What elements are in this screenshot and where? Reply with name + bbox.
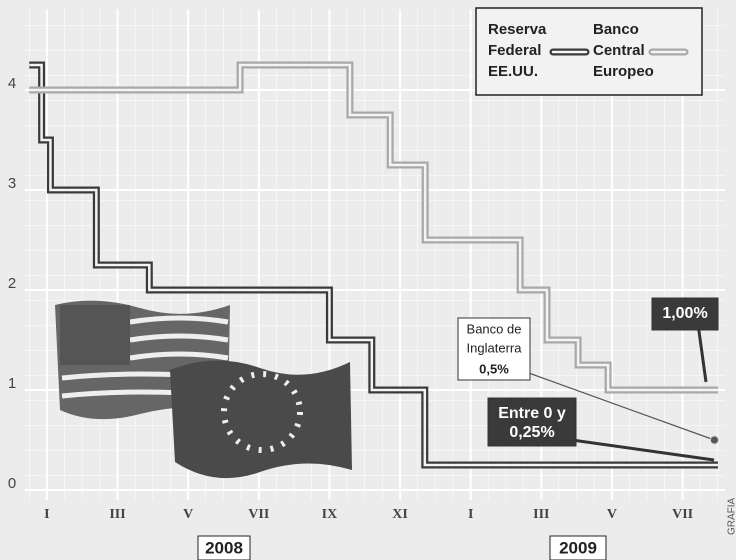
annotation-text: 0,25% [509, 424, 554, 441]
annotation-text: 1,00% [662, 305, 707, 322]
annotation-text: Inglaterra [467, 340, 523, 355]
x-tick-label: VII [248, 507, 269, 522]
x-tick-label: V [183, 507, 193, 522]
x-tick-label: III [533, 507, 549, 522]
us-canton [60, 305, 130, 365]
credit: GRAFIA [727, 497, 736, 535]
y-tick-label: 0 [8, 475, 16, 492]
x-tick-label: VII [672, 507, 693, 522]
annotation-text: Entre 0 y [498, 405, 566, 422]
x-tick-label: XI [392, 507, 408, 522]
x-tick-label: IX [322, 507, 338, 522]
y-tick-label: 3 [8, 175, 16, 192]
point [710, 436, 718, 444]
annotation-text: Banco de [467, 321, 522, 336]
y-tick-label: 1 [8, 375, 16, 392]
year-label: 2009 [559, 538, 597, 557]
x-tick-label: I [44, 507, 49, 522]
x-tick-label: III [109, 507, 125, 522]
y-tick-label: 4 [8, 75, 16, 92]
x-tick-label: V [607, 507, 617, 522]
chart: 01234IIIIVVIIIXXIIIIIVVII ReservaFederal… [0, 0, 736, 560]
x-tick-label: I [468, 507, 473, 522]
eu-flag [170, 360, 352, 478]
y-tick-label: 2 [8, 275, 16, 292]
year-label: 2008 [205, 538, 243, 557]
point-value-label: 0,5% [479, 361, 509, 376]
